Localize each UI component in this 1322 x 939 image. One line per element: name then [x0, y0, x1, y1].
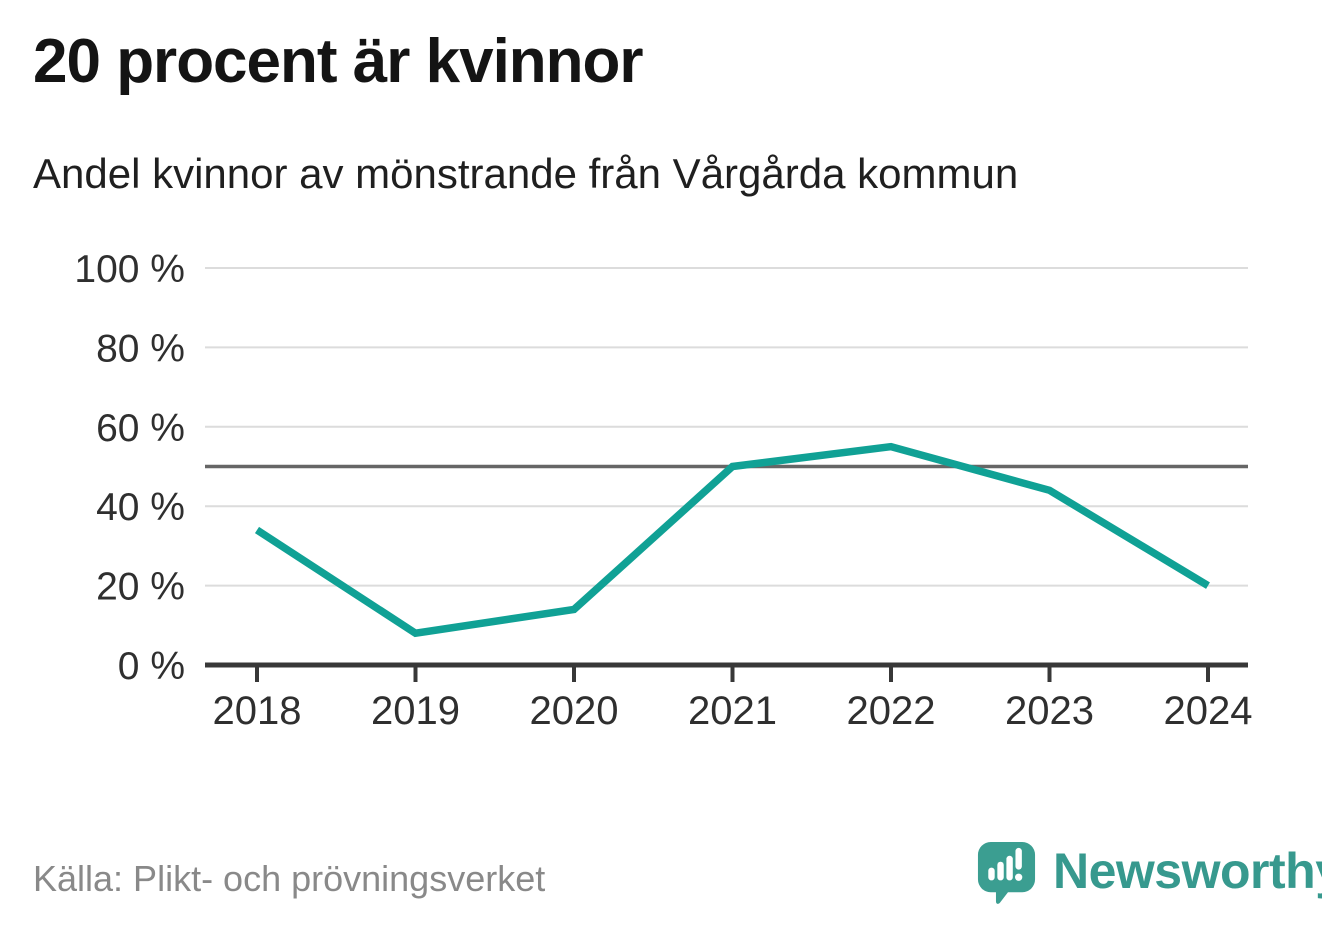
chart-subtitle: Andel kvinnor av mönstrande från Vårgård…: [33, 150, 1019, 197]
x-tick-label-2019: 2019: [371, 689, 460, 733]
x-tick-label-2020: 2020: [530, 689, 619, 733]
y-tick-label-80: 80 %: [96, 327, 185, 370]
chart-title: 20 procent är kvinnor: [33, 27, 644, 96]
y-tick-label-40: 40 %: [96, 486, 185, 529]
y-tick-label-60: 60 %: [96, 407, 185, 450]
y-tick-label-0: 0 %: [118, 645, 185, 688]
x-tick-label-2022: 2022: [847, 689, 936, 733]
x-tick-label-2021: 2021: [688, 689, 777, 733]
source-text: Källa: Plikt- och prövningsverket: [33, 858, 546, 899]
newsworthy-bubble-chart-icon: [977, 842, 1036, 904]
y-tick-label-20: 20 %: [96, 566, 185, 609]
x-tick-label-2023: 2023: [1005, 689, 1094, 733]
x-tick-label-2024: 2024: [1164, 689, 1253, 733]
data-line: [254, 442, 1210, 638]
y-tick-label-100: 100 %: [74, 248, 185, 291]
newsworthy-logo: Newsworthy: [975, 840, 1322, 907]
x-tick-label-2018: 2018: [213, 689, 302, 733]
newsworthy-wordmark: Newsworthy: [1053, 842, 1322, 899]
